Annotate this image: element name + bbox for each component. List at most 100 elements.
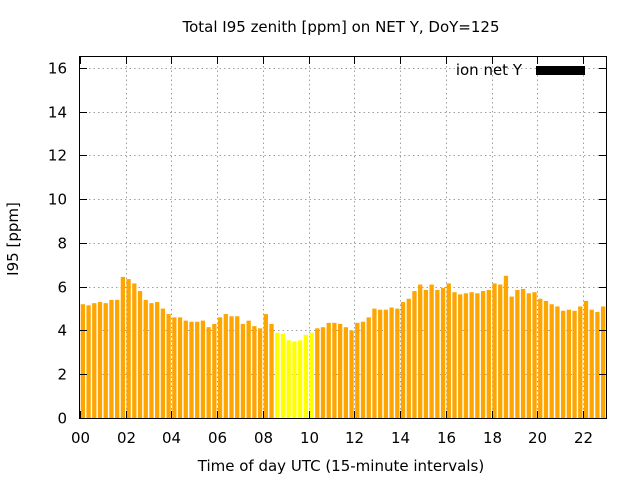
grid bbox=[80, 57, 606, 418]
x-tick-label: 08 bbox=[254, 429, 273, 447]
x-tick-label: 06 bbox=[208, 429, 227, 447]
bar bbox=[601, 306, 606, 418]
bar bbox=[515, 290, 520, 418]
bar bbox=[120, 276, 126, 418]
bar bbox=[583, 300, 589, 418]
x-tick-label: 10 bbox=[300, 429, 319, 447]
bar bbox=[235, 316, 240, 418]
x-tick-label: 04 bbox=[162, 429, 181, 447]
bar bbox=[80, 304, 85, 418]
y-tick-label: 2 bbox=[57, 366, 67, 384]
bar bbox=[240, 323, 246, 418]
bar bbox=[378, 309, 383, 418]
bar bbox=[206, 327, 211, 418]
bar bbox=[555, 306, 560, 418]
bar bbox=[532, 292, 537, 418]
y-tick-label: 16 bbox=[48, 60, 67, 78]
bar bbox=[189, 321, 194, 418]
bar bbox=[509, 296, 514, 418]
bar bbox=[297, 340, 303, 418]
y-tick-label: 4 bbox=[57, 322, 67, 340]
plot-frame bbox=[79, 56, 607, 419]
bar bbox=[252, 326, 257, 418]
bar bbox=[223, 314, 228, 418]
x-tick-label: 22 bbox=[574, 429, 593, 447]
bar bbox=[560, 310, 566, 418]
bar bbox=[435, 290, 440, 418]
x-tick-label: 00 bbox=[71, 429, 90, 447]
bar bbox=[526, 293, 531, 418]
bar bbox=[366, 317, 371, 418]
bar bbox=[423, 290, 429, 418]
bar bbox=[549, 304, 554, 418]
bar bbox=[383, 309, 389, 418]
bar bbox=[200, 320, 206, 418]
bar bbox=[126, 279, 131, 418]
bar bbox=[480, 291, 486, 418]
bar bbox=[492, 283, 497, 418]
bar bbox=[578, 306, 583, 418]
bar bbox=[486, 290, 491, 418]
bar bbox=[280, 333, 286, 418]
bar bbox=[86, 305, 91, 418]
bar bbox=[263, 314, 268, 418]
bar bbox=[92, 303, 97, 418]
y-tick-label: 14 bbox=[48, 104, 67, 122]
bar bbox=[343, 327, 348, 418]
bar bbox=[246, 320, 251, 418]
bar bbox=[160, 308, 166, 418]
bar bbox=[400, 302, 406, 418]
x-tick-label: 20 bbox=[528, 429, 547, 447]
bar bbox=[143, 299, 148, 418]
bar bbox=[132, 283, 137, 418]
bar bbox=[109, 299, 114, 418]
bar bbox=[389, 307, 394, 418]
bar bbox=[418, 284, 423, 418]
bars bbox=[80, 275, 606, 418]
bar bbox=[332, 322, 337, 418]
x-tick-label: 12 bbox=[345, 429, 364, 447]
bar bbox=[177, 317, 183, 418]
chart-title: Total I95 zenith [ppm] on NET Y, DoY=125 bbox=[181, 18, 499, 36]
legend: ion net Y bbox=[456, 61, 585, 79]
y-tick-label: 10 bbox=[48, 191, 67, 209]
bar bbox=[572, 310, 577, 418]
x-tick-label: 16 bbox=[437, 429, 456, 447]
bar bbox=[458, 294, 463, 418]
bar bbox=[446, 283, 451, 418]
x-tick-label: 18 bbox=[483, 429, 502, 447]
legend-swatch bbox=[536, 66, 585, 75]
bar bbox=[395, 308, 400, 418]
bar bbox=[498, 284, 503, 418]
bar bbox=[338, 323, 343, 418]
bar bbox=[538, 298, 543, 418]
bar bbox=[355, 322, 360, 418]
bar bbox=[589, 309, 594, 418]
bar bbox=[595, 311, 600, 418]
bar bbox=[275, 332, 280, 418]
bar bbox=[320, 327, 326, 418]
bar bbox=[269, 323, 274, 418]
bar bbox=[475, 293, 480, 418]
bar bbox=[137, 291, 143, 418]
x-tick-label: 02 bbox=[117, 429, 136, 447]
bar bbox=[286, 340, 291, 418]
y-axis-title: I95 [ppm] bbox=[4, 202, 22, 276]
y-tick-label: 12 bbox=[48, 147, 67, 165]
bar bbox=[97, 302, 103, 418]
x-axis-title: Time of day UTC (15-minute intervals) bbox=[197, 457, 484, 475]
bar bbox=[503, 275, 509, 418]
bar bbox=[360, 321, 366, 418]
bar bbox=[412, 291, 417, 418]
y-tick-label: 6 bbox=[57, 279, 67, 297]
bar bbox=[155, 302, 160, 418]
bar bbox=[309, 332, 314, 418]
bar bbox=[452, 292, 457, 418]
bar bbox=[469, 292, 474, 418]
bar bbox=[520, 288, 526, 418]
y-tick-label: 8 bbox=[57, 235, 67, 253]
bar bbox=[217, 317, 223, 418]
bar bbox=[172, 317, 177, 418]
